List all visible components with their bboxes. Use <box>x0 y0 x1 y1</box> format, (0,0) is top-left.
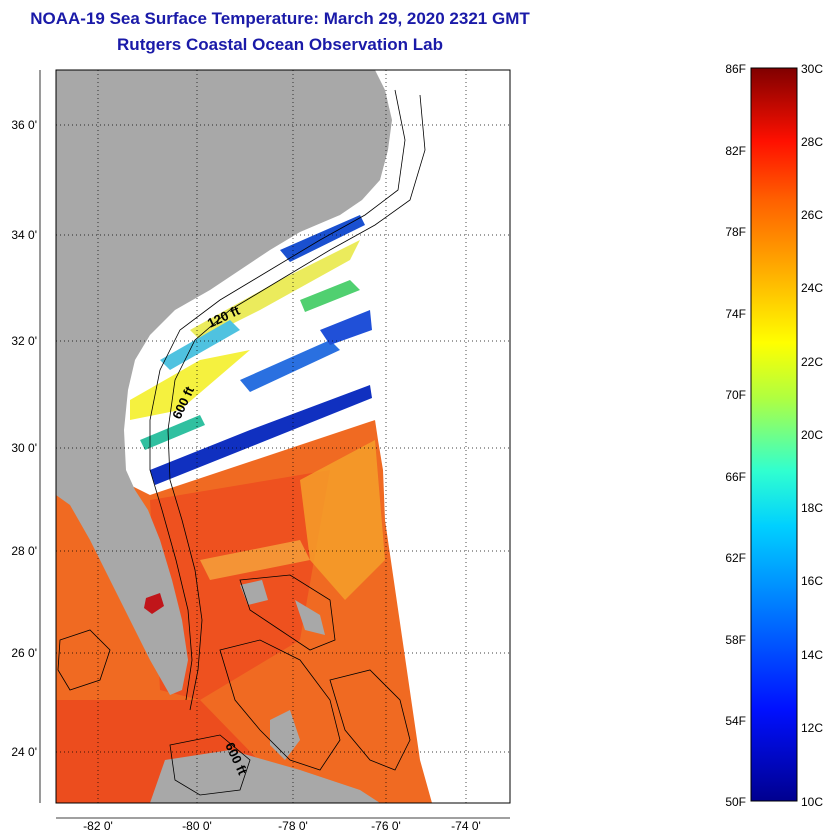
land-bahamas-island <box>240 580 268 605</box>
cool-streak <box>190 240 360 340</box>
lat-tick-labels: 36 0' 34 0' 32 0' 30 0' 28 0' 26 0' 24 0… <box>11 118 37 759</box>
cool-streak <box>300 280 360 312</box>
lat-tick-label: 24 0' <box>11 745 37 759</box>
colorbar-c-label: 10C <box>801 795 823 809</box>
contour-line <box>219 639 341 771</box>
colorbar-c-label: 20C <box>801 428 823 442</box>
contour-line <box>239 574 336 651</box>
lat-tick-label: 30 0' <box>11 441 37 455</box>
cool-streak <box>150 385 372 485</box>
colorbar-celsius-labels: 30C 28C 26C 24C 22C 20C 18C 16C 14C 12C … <box>801 62 823 809</box>
contour-line <box>149 89 406 701</box>
contour-line <box>167 94 426 711</box>
land-cuba <box>150 750 380 803</box>
colorbar-f-label: 82F <box>725 144 746 158</box>
map-subtitle: Rutgers Coastal Ocean Observation Lab <box>117 35 443 54</box>
colorbar-f-label: 78F <box>725 225 746 239</box>
colorbar-c-label: 28C <box>801 135 823 149</box>
lon-tick-label: -80 0' <box>182 819 212 832</box>
lat-tick-label: 28 0' <box>11 544 37 558</box>
colorbar-c-label: 22C <box>801 355 823 369</box>
colorbar-f-label: 50F <box>725 795 746 809</box>
colorbar-c-label: 30C <box>801 62 823 76</box>
colorbar-c-label: 14C <box>801 648 823 662</box>
sea-mild-patch <box>300 440 385 600</box>
sea-mild-streak <box>200 540 310 580</box>
colorbar-c-label: 24C <box>801 281 823 295</box>
colorbar-fahrenheit-labels: 86F 82F 78F 74F 70F 66F 62F 58F 54F 50F <box>725 62 746 809</box>
colorbar-c-label: 12C <box>801 721 823 735</box>
colorbar-f-label: 86F <box>725 62 746 76</box>
colorbar-c-label: 26C <box>801 208 823 222</box>
cool-streak <box>320 310 372 345</box>
lon-tick-label: -78 0' <box>278 819 308 832</box>
lat-tick-label: 26 0' <box>11 646 37 660</box>
colorbar-f-label: 74F <box>725 307 746 321</box>
cool-streak <box>140 415 205 450</box>
map-title: NOAA-19 Sea Surface Temperature: March 2… <box>30 9 530 28</box>
lon-tick-labels: -82 0' -80 0' -78 0' -76 0' -74 0' <box>83 819 481 832</box>
land-mainland <box>56 70 392 695</box>
contour-line <box>329 669 411 771</box>
lake-okeechobee <box>144 593 164 614</box>
cool-streak <box>160 320 240 370</box>
contour-line <box>57 629 111 691</box>
colorbar-f-label: 54F <box>725 714 746 728</box>
colorbar-f-label: 66F <box>725 470 746 484</box>
colorbar-f-label: 58F <box>725 633 746 647</box>
lon-tick-label: -76 0' <box>371 819 401 832</box>
lon-tick-label: -82 0' <box>83 819 113 832</box>
lon-tick-label: -74 0' <box>451 819 481 832</box>
land-bahamas-island <box>295 600 325 635</box>
cool-streak <box>240 340 340 392</box>
colorbar-c-label: 16C <box>801 574 823 588</box>
colorbar-f-label: 70F <box>725 388 746 402</box>
colorbar-c-label: 18C <box>801 501 823 515</box>
colorbar-f-label: 62F <box>725 551 746 565</box>
contour-line <box>169 734 251 796</box>
colorbar <box>750 67 798 802</box>
cool-streak <box>130 350 250 420</box>
lat-tick-label: 34 0' <box>11 228 37 242</box>
map-frame <box>55 69 511 804</box>
lat-tick-label: 36 0' <box>11 118 37 132</box>
lat-tick-label: 32 0' <box>11 334 37 348</box>
